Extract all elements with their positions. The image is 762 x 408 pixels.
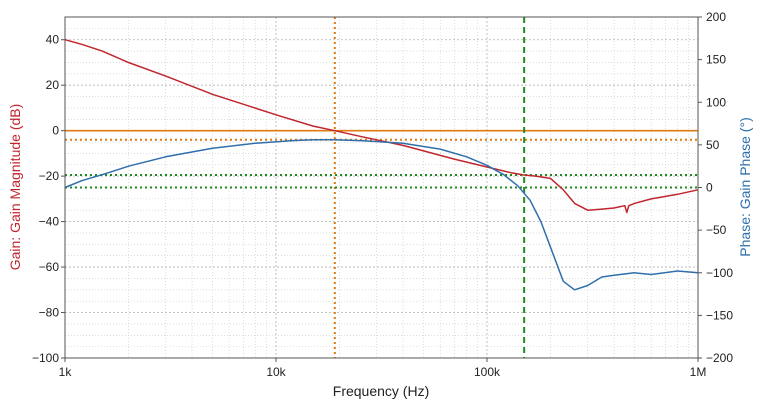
left-tick-label: −20 bbox=[39, 169, 60, 183]
x-axis-ticks: 1k 10k 100k 1M bbox=[59, 358, 707, 379]
right-tick-label: −200 bbox=[706, 351, 733, 365]
right-axis-title: Phase: Gain Phase (°) bbox=[737, 117, 753, 256]
left-tick-label: 20 bbox=[46, 78, 60, 92]
minor-grid bbox=[65, 16, 698, 358]
right-tick-label: 100 bbox=[706, 95, 726, 109]
x-tick-label: 1M bbox=[690, 365, 707, 379]
x-axis-title: Frequency (Hz) bbox=[333, 383, 429, 399]
left-axis-title: Gain: Gain Magnitude (dB) bbox=[7, 104, 23, 271]
left-tick-label: 0 bbox=[52, 124, 59, 138]
x-tick-label: 100k bbox=[474, 365, 501, 379]
right-axis-ticks: 200 150 100 50 0 −50 −100 −150 −200 bbox=[698, 10, 733, 365]
left-tick-label: −80 bbox=[39, 306, 60, 320]
right-tick-label: 150 bbox=[706, 53, 726, 67]
left-tick-label: −60 bbox=[39, 260, 60, 274]
left-tick-label: 40 bbox=[46, 33, 60, 47]
right-tick-label: 50 bbox=[706, 138, 720, 152]
left-tick-label: −40 bbox=[39, 215, 60, 229]
x-tick-label: 10k bbox=[266, 365, 286, 379]
series-line-phase bbox=[64, 139, 699, 291]
left-tick-label: −100 bbox=[32, 351, 59, 365]
series-layer bbox=[64, 38, 699, 291]
x-tick-label: 1k bbox=[59, 365, 73, 379]
series-line-gain bbox=[64, 38, 699, 214]
right-tick-label: 200 bbox=[706, 10, 726, 24]
right-tick-label: −100 bbox=[706, 266, 733, 280]
right-tick-label: 0 bbox=[706, 181, 713, 195]
left-axis-ticks: 40 20 0 −20 −40 −60 −80 −100 bbox=[32, 33, 65, 365]
reference-lines bbox=[65, 17, 698, 358]
right-tick-label: −150 bbox=[706, 308, 733, 322]
right-tick-label: −50 bbox=[706, 223, 727, 237]
